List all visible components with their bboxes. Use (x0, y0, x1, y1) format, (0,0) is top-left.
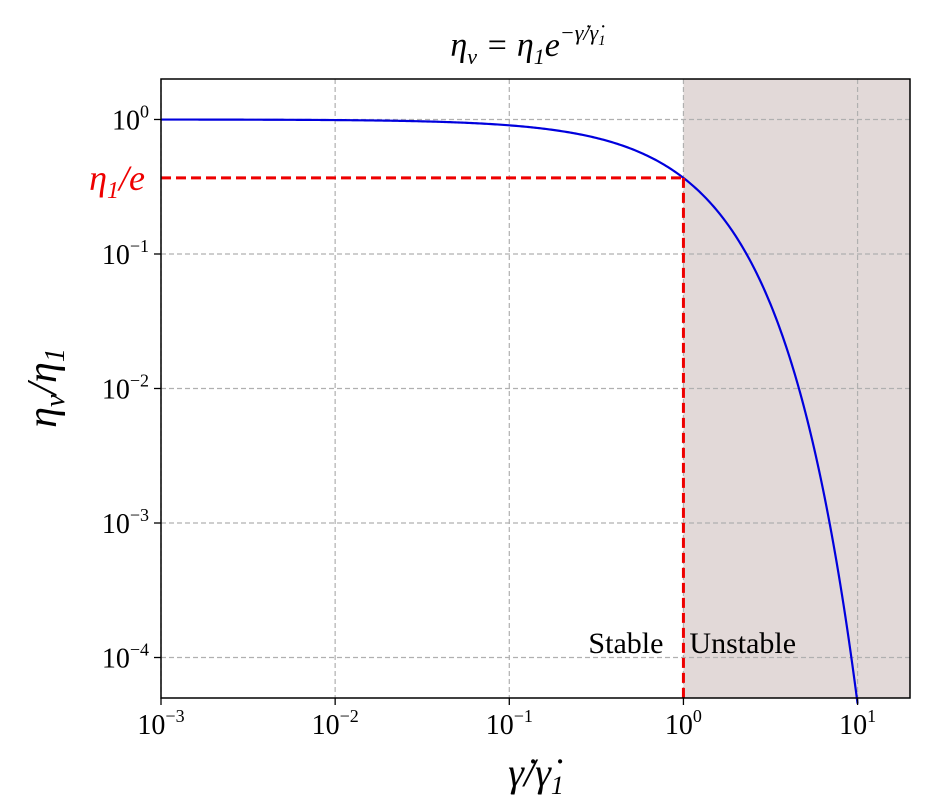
x-tick-label-1: 10−2 (312, 706, 359, 741)
y-tick-exp-3: −3 (130, 505, 149, 525)
x-tick-label-3: 100 (665, 706, 702, 741)
marker-label: η1/e (89, 158, 145, 204)
x-tick-exp-4: 1 (867, 706, 876, 726)
title-lhs: η (450, 27, 467, 64)
y-tick-base-0: 10 (112, 105, 140, 136)
title-lhs-sub: v (467, 44, 477, 69)
y-axis-label: ηv/η1 (20, 348, 71, 428)
title-exp-sub: 1 (598, 33, 606, 49)
stable-label: Stable (588, 627, 663, 660)
title-eq: = η (477, 27, 534, 64)
x-tick-exp-2: −1 (514, 706, 533, 726)
x-tick-exp-0: −3 (165, 706, 184, 726)
y-tick-label-4: 10−4 (102, 640, 149, 675)
x-axis-label: γ̇/γ̇1 (508, 750, 564, 800)
y-tick-exp-0: 0 (140, 101, 149, 121)
x-tick-base-2: 10 (486, 710, 514, 741)
title-e: e (545, 27, 560, 64)
x-tick-label-0: 10−3 (137, 706, 184, 741)
x-tick-base-4: 10 (839, 710, 867, 741)
marker-layer (161, 176, 685, 698)
x-tick-base-3: 10 (665, 710, 693, 741)
y-tick-exp-1: −1 (130, 236, 149, 256)
y-tick-base-1: 10 (102, 240, 130, 271)
x-tick-base-0: 10 (137, 710, 165, 741)
x-tick-label-2: 10−1 (486, 706, 533, 741)
xlabel-slash: / (522, 750, 539, 795)
x-tick-exp-1: −2 (340, 706, 359, 726)
ylabel-slash: / (20, 380, 66, 397)
x-tick-exp-3: 0 (693, 706, 702, 726)
y-tick-label-2: 10−2 (102, 371, 149, 406)
y-tick-label-0: 100 (112, 101, 149, 136)
x-tick-label-4: 101 (839, 706, 876, 741)
y-tick-base-3: 10 (102, 509, 130, 540)
y-tick-exp-4: −4 (130, 640, 149, 660)
ylabel-den-sub: 1 (40, 348, 71, 362)
chart-title: ηv = η1e−γ̇/γ̇1 (450, 20, 605, 69)
y-tick-base-2: 10 (102, 375, 130, 406)
title-eq-sub: 1 (534, 44, 545, 69)
unstable-label: Unstable (689, 627, 796, 660)
x-tick-base-1: 10 (312, 710, 340, 741)
y-tick-label-3: 10−3 (102, 505, 149, 540)
ylabel-num: η (20, 407, 66, 428)
ylabel-den: η (20, 362, 66, 383)
ylabel-num-sub: v (40, 394, 71, 407)
marker-label-rest: /e (117, 158, 145, 198)
y-tick-base-4: 10 (102, 644, 130, 675)
y-tick-exp-2: −2 (130, 371, 149, 391)
x-axis-ticks: 10−3 10−2 10−1 100 101 (137, 698, 876, 741)
marker-label-eta: η (89, 158, 107, 198)
xlabel-den-sub: 1 (551, 771, 564, 800)
series-curve (161, 118, 859, 704)
marker-label-sub: 1 (107, 178, 119, 204)
title-exp: −γ̇/γ̇ (560, 20, 605, 45)
y-tick-label-1: 10−1 (102, 236, 149, 271)
curve-layer (161, 118, 859, 704)
